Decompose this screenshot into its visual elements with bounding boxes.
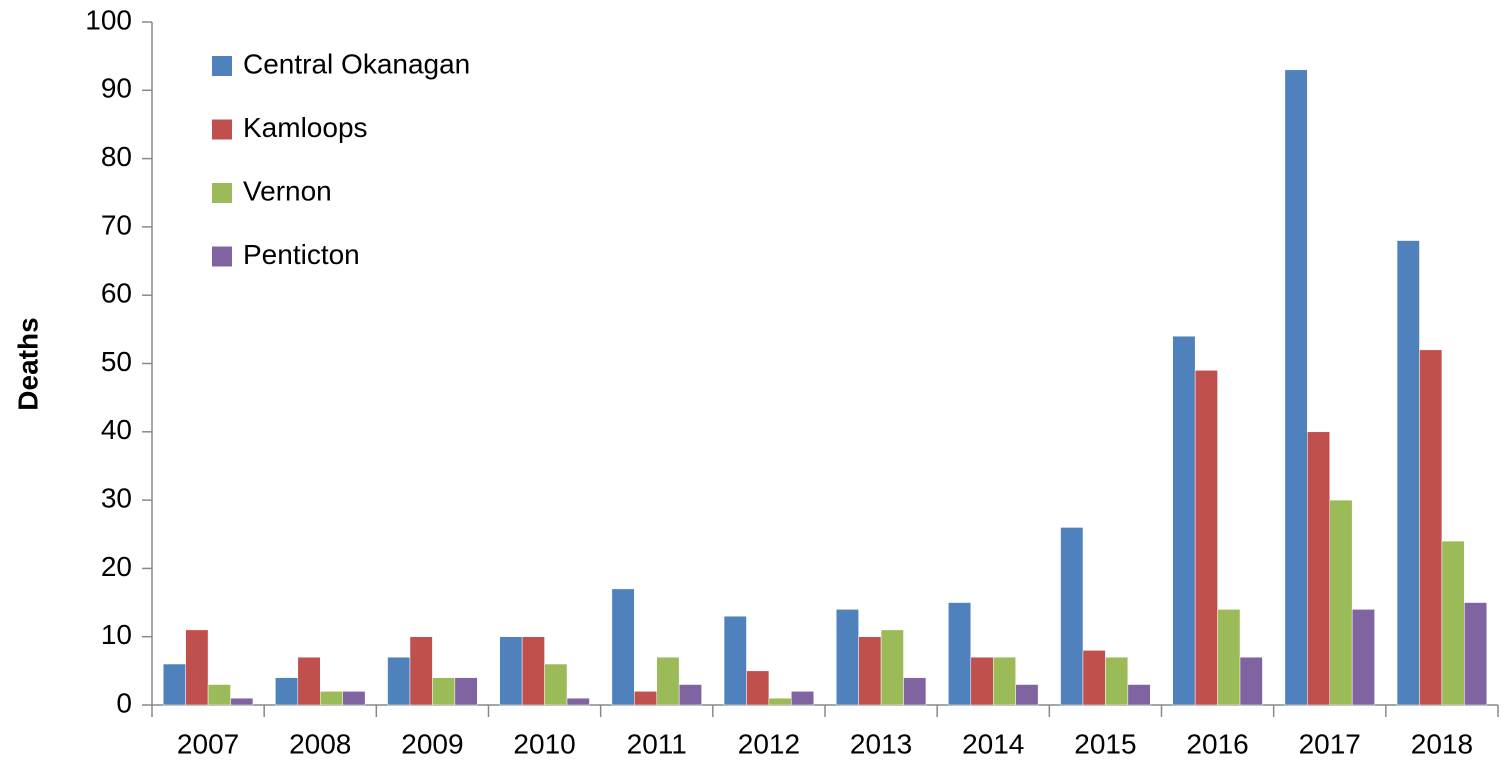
bar <box>432 677 456 706</box>
bar <box>1217 609 1241 706</box>
bar <box>1441 540 1465 706</box>
legend-swatch <box>212 56 232 76</box>
y-tick-label: 0 <box>116 687 132 718</box>
bar <box>387 656 411 706</box>
bar <box>185 629 209 706</box>
bar <box>409 636 433 706</box>
bar <box>1464 602 1488 706</box>
y-tick-label: 30 <box>101 482 132 513</box>
bar <box>835 609 859 706</box>
bar <box>970 656 994 706</box>
legend-label: Penticton <box>243 239 360 270</box>
y-tick-label: 100 <box>85 4 132 35</box>
bar <box>499 636 523 706</box>
legend-label: Central Okanagan <box>243 48 470 79</box>
legend-label: Kamloops <box>243 112 368 143</box>
x-tick-label: 2018 <box>1411 728 1473 759</box>
x-tick-label: 2014 <box>962 728 1024 759</box>
bar <box>297 656 321 706</box>
bar <box>858 636 882 706</box>
legend-swatch <box>212 183 232 203</box>
bar <box>1419 349 1443 706</box>
x-tick-label: 2017 <box>1299 728 1361 759</box>
bar <box>1284 69 1308 706</box>
x-tick-label: 2010 <box>513 728 575 759</box>
x-tick-label: 2016 <box>1186 728 1248 759</box>
x-tick-label: 2013 <box>850 728 912 759</box>
bar <box>791 691 815 706</box>
bar <box>162 663 186 706</box>
bar <box>611 588 635 706</box>
bar <box>1396 240 1420 706</box>
y-tick-label: 40 <box>101 414 132 445</box>
x-tick-label: 2007 <box>177 728 239 759</box>
y-tick-label: 80 <box>101 141 132 172</box>
bar <box>1015 684 1039 706</box>
bar <box>1082 650 1106 706</box>
bar <box>521 636 545 706</box>
y-tick-label: 60 <box>101 278 132 309</box>
y-tick-label: 20 <box>101 551 132 582</box>
x-tick-label: 2009 <box>401 728 463 759</box>
bar <box>1194 370 1218 706</box>
y-tick-label: 10 <box>101 619 132 650</box>
bar <box>207 684 231 706</box>
x-tick-label: 2008 <box>289 728 351 759</box>
bar <box>1127 684 1151 706</box>
bar <box>880 629 904 706</box>
bar <box>1239 656 1263 706</box>
bar <box>454 677 478 706</box>
bar <box>1307 431 1330 706</box>
x-tick-label: 2012 <box>738 728 800 759</box>
bar <box>656 656 680 706</box>
bar <box>342 691 366 706</box>
bar <box>275 677 299 706</box>
bar <box>678 684 702 706</box>
bar <box>1329 499 1353 706</box>
x-tick-label: 2015 <box>1074 728 1136 759</box>
y-axis-label: Deaths <box>12 317 43 410</box>
bar <box>1351 609 1375 706</box>
bar <box>1172 335 1196 706</box>
bar <box>1060 527 1084 706</box>
bar <box>566 697 590 706</box>
legend-label: Vernon <box>243 175 332 206</box>
y-tick-label: 70 <box>101 209 132 240</box>
legend-swatch <box>212 119 232 140</box>
x-tick-label: 2011 <box>627 728 687 759</box>
bar <box>746 670 770 706</box>
legend-swatch <box>212 246 232 267</box>
bar <box>320 691 343 706</box>
bar <box>723 615 747 706</box>
bar <box>993 656 1016 706</box>
bar <box>1105 656 1129 706</box>
bar <box>230 697 254 706</box>
bar <box>903 677 927 706</box>
bar <box>768 697 792 706</box>
y-tick-label: 50 <box>101 346 132 377</box>
bar <box>948 602 972 706</box>
bar <box>544 663 568 706</box>
y-tick-label: 90 <box>101 73 132 104</box>
bar <box>634 691 657 706</box>
